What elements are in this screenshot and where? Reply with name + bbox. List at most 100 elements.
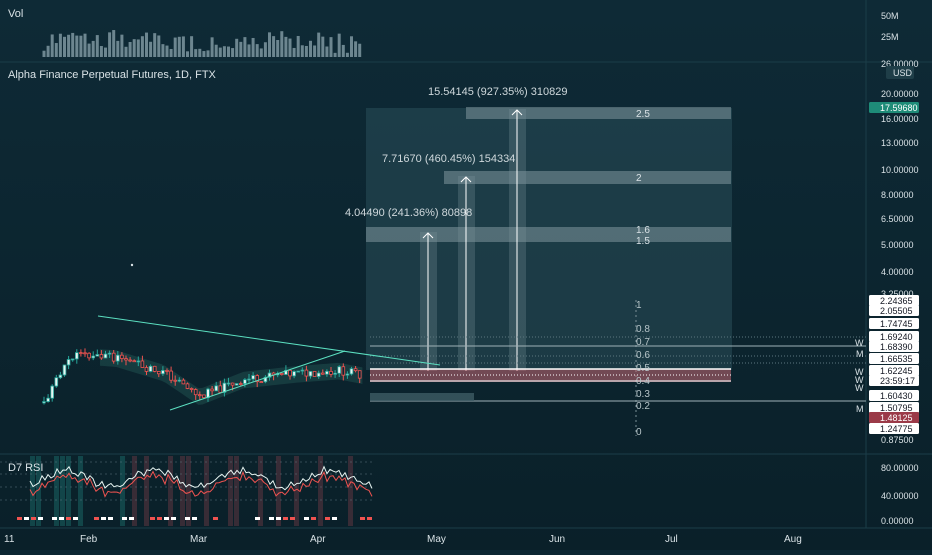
volume-bar (42, 50, 46, 57)
volume-bar (63, 36, 66, 57)
fib-retracement-label: 0.8 (636, 324, 650, 335)
candle-body (218, 385, 223, 393)
price-tag-bg (869, 318, 919, 329)
time-axis-label: Feb (80, 534, 98, 545)
volume-bar (288, 38, 292, 57)
candle-body (189, 388, 194, 390)
rsi-marker (185, 517, 190, 520)
volume-bar (243, 37, 247, 57)
trendline-ascending[interactable] (169, 350, 346, 411)
volume-bar (91, 40, 95, 57)
volume-bar (104, 47, 107, 57)
price-tag-text: 1.50795 (880, 403, 913, 413)
symbol-title[interactable]: Alpha Finance Perpetual Futures, 1D, FTX (8, 69, 217, 81)
volume-scale-label: 25M (881, 32, 899, 42)
candle-body (234, 383, 239, 386)
price-tag-level-1-50795[interactable]: 1.50795 (869, 402, 919, 413)
volume-bar (169, 48, 173, 57)
line-marker: M (856, 349, 864, 359)
time-axis-label: Jun (549, 534, 565, 545)
price-tag-level-1-60430[interactable]: 1.60430 (869, 390, 919, 401)
volume-bar (341, 44, 345, 57)
fib-level-band-2-5[interactable] (466, 107, 731, 119)
candle-body (169, 370, 173, 381)
candle-body (243, 379, 247, 385)
candlestick-series[interactable] (42, 348, 362, 405)
line-marker: W (855, 383, 864, 393)
volume-bar (321, 36, 325, 57)
time-axis-label: Jul (665, 534, 678, 545)
price-tag-last-price[interactable]: 17.59680 (869, 102, 919, 113)
rsi-marker (311, 517, 316, 520)
volume-bar (235, 38, 239, 57)
price-tag-text: 1.74745 (880, 319, 913, 329)
rsi-background-column (348, 456, 353, 526)
price-scale-label: 4.00000 (881, 267, 914, 277)
fib-level-band-1-6[interactable] (366, 227, 731, 242)
candle-body (300, 369, 305, 372)
candle-body (62, 364, 67, 376)
price-tag-level-1-69240[interactable]: 1.69240 (869, 331, 919, 342)
candle-body (197, 394, 202, 397)
volume-bar (255, 44, 259, 57)
candle-body (238, 383, 243, 385)
volume-bar (214, 44, 218, 57)
price-scale-label: 0.87500 (881, 435, 914, 445)
volume-bar (145, 32, 148, 57)
arrow-head-icon (511, 109, 523, 116)
price-tag-countdown[interactable]: 23:59:17 (869, 375, 919, 386)
candle-body (124, 358, 128, 361)
volume-bar (280, 31, 284, 57)
price-tag-level-1-48125[interactable]: 1.48125 (869, 412, 919, 423)
rsi-marker (213, 517, 218, 520)
rsi-marker (192, 517, 197, 520)
rsi-marker (52, 517, 57, 520)
price-tag-level-1-74745[interactable]: 1.74745 (869, 318, 919, 329)
time-axis-label: Aug (784, 534, 802, 545)
rsi-marker (17, 517, 22, 520)
volume-bar (272, 36, 276, 57)
candle-body (50, 385, 54, 399)
volume-bar (108, 32, 112, 57)
rsi-background-column (204, 456, 209, 526)
rsi-marker (290, 517, 295, 520)
candle-body (165, 370, 169, 372)
price-tag-text: 23:59:17 (880, 376, 915, 386)
rsi-marker (283, 517, 288, 520)
price-tag-level-1-68390[interactable]: 1.68390 (869, 341, 919, 352)
price-tag-level-1-24775[interactable]: 1.24775 (869, 423, 919, 434)
volume-bar (284, 36, 288, 57)
rsi-background-column (168, 456, 173, 526)
fib-level-band-2[interactable] (444, 171, 731, 184)
candle-body (58, 374, 63, 379)
arrow-head-icon (460, 176, 472, 183)
rsi-marker (94, 517, 99, 520)
rsi-marker (59, 517, 64, 520)
price-tag-level-2-05505[interactable]: 2.05505 (869, 305, 919, 316)
candle-body (284, 369, 288, 375)
arrow-head-icon (422, 232, 434, 239)
trendline-descending[interactable] (97, 315, 441, 366)
candle-body (181, 379, 186, 385)
currency-button[interactable] (886, 66, 914, 79)
volume-bar (350, 36, 353, 57)
projection-arrows[interactable] (420, 109, 526, 371)
volume-bar (337, 33, 341, 57)
candle-body (177, 379, 182, 382)
rsi-background-column (36, 456, 41, 526)
rsi-scale-label: 40.00000 (881, 491, 919, 501)
price-tag-current-price[interactable]: 1.62245 (869, 365, 919, 376)
candle-body (292, 371, 296, 377)
price-tag-level-1-66535[interactable]: 1.66535 (869, 353, 919, 364)
rsi-pane-label[interactable]: D7 RSI (8, 462, 43, 474)
rsi-marker (332, 517, 337, 520)
candle-body (95, 354, 100, 357)
trendlines[interactable] (97, 315, 441, 411)
fib-retracement-label: 0.6 (636, 350, 650, 361)
volume-bar (120, 34, 124, 57)
price-tag-level-2-24365[interactable]: 2.24365 (869, 295, 919, 306)
fib-retracement[interactable] (370, 300, 866, 436)
